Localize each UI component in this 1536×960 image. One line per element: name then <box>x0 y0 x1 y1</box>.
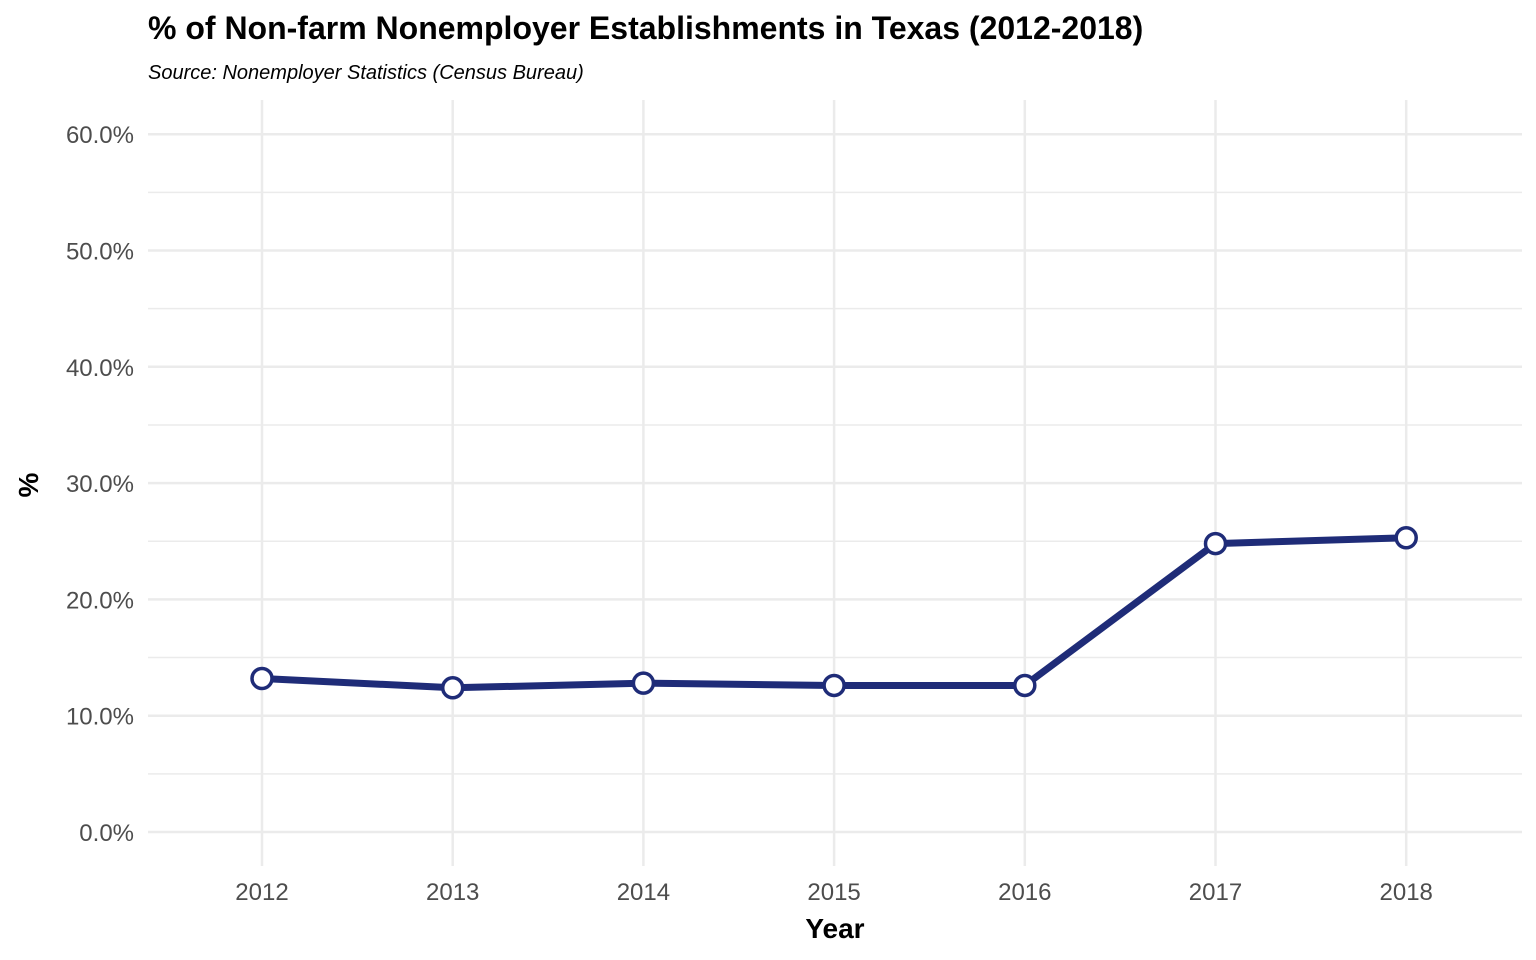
data-point <box>822 673 846 698</box>
data-point <box>1394 526 1418 550</box>
x-tick-label: 2017 <box>1189 879 1242 906</box>
x-tick-label: 2012 <box>235 879 288 906</box>
chart-title: % of Non-farm Nonemployer Establishments… <box>148 10 1144 46</box>
y-tick-label: 60.0% <box>66 122 134 149</box>
data-point <box>1203 531 1228 556</box>
y-tick-label: 0.0% <box>79 820 134 847</box>
y-axis-title: % <box>13 472 44 497</box>
data-point <box>1013 673 1037 698</box>
y-tick-label: 20.0% <box>66 587 134 614</box>
x-tick-label: 2013 <box>426 879 479 906</box>
y-tick-label: 50.0% <box>66 239 134 266</box>
data-point <box>631 671 656 695</box>
grid-layer <box>148 100 1522 866</box>
data-point <box>440 676 465 700</box>
x-tick-label: 2015 <box>807 879 860 906</box>
y-tick-label: 40.0% <box>66 355 134 382</box>
chart-subtitle: Source: Nonemployer Statistics (Census B… <box>148 62 584 84</box>
x-axis-ticks: 2012 2013 2014 2015 2016 2017 2018 <box>235 879 1433 906</box>
x-axis-title: Year <box>805 913 864 944</box>
series-layer <box>250 526 1418 700</box>
x-tick-label: 2018 <box>1380 879 1433 906</box>
x-tick-label: 2016 <box>998 879 1051 906</box>
y-axis-ticks: 0.0% 10.0% 20.0% 30.0% 40.0% 50.0% 60.0% <box>66 122 134 847</box>
data-point <box>250 666 274 691</box>
y-tick-label: 10.0% <box>66 704 134 731</box>
x-tick-label: 2014 <box>617 879 670 906</box>
y-tick-label: 30.0% <box>66 471 134 498</box>
